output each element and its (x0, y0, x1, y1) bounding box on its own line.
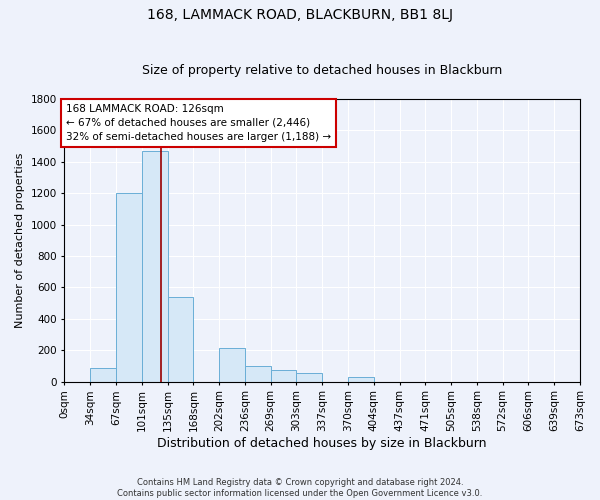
Text: 168 LAMMACK ROAD: 126sqm
← 67% of detached houses are smaller (2,446)
32% of sem: 168 LAMMACK ROAD: 126sqm ← 67% of detach… (66, 104, 331, 142)
Y-axis label: Number of detached properties: Number of detached properties (15, 152, 25, 328)
Bar (296, 373, 322, 382)
Bar (142, 151, 167, 382)
Bar (90, 368, 116, 382)
Bar (167, 297, 193, 382)
Text: 168, LAMMACK ROAD, BLACKBURN, BB1 8LJ: 168, LAMMACK ROAD, BLACKBURN, BB1 8LJ (147, 8, 453, 22)
Text: Contains HM Land Registry data © Crown copyright and database right 2024.
Contai: Contains HM Land Registry data © Crown c… (118, 478, 482, 498)
Bar (219, 348, 245, 382)
Bar (116, 193, 142, 382)
Title: Size of property relative to detached houses in Blackburn: Size of property relative to detached ho… (142, 64, 502, 77)
Bar (271, 370, 296, 382)
Bar (245, 366, 271, 382)
X-axis label: Distribution of detached houses by size in Blackburn: Distribution of detached houses by size … (157, 437, 487, 450)
Bar (348, 377, 374, 382)
